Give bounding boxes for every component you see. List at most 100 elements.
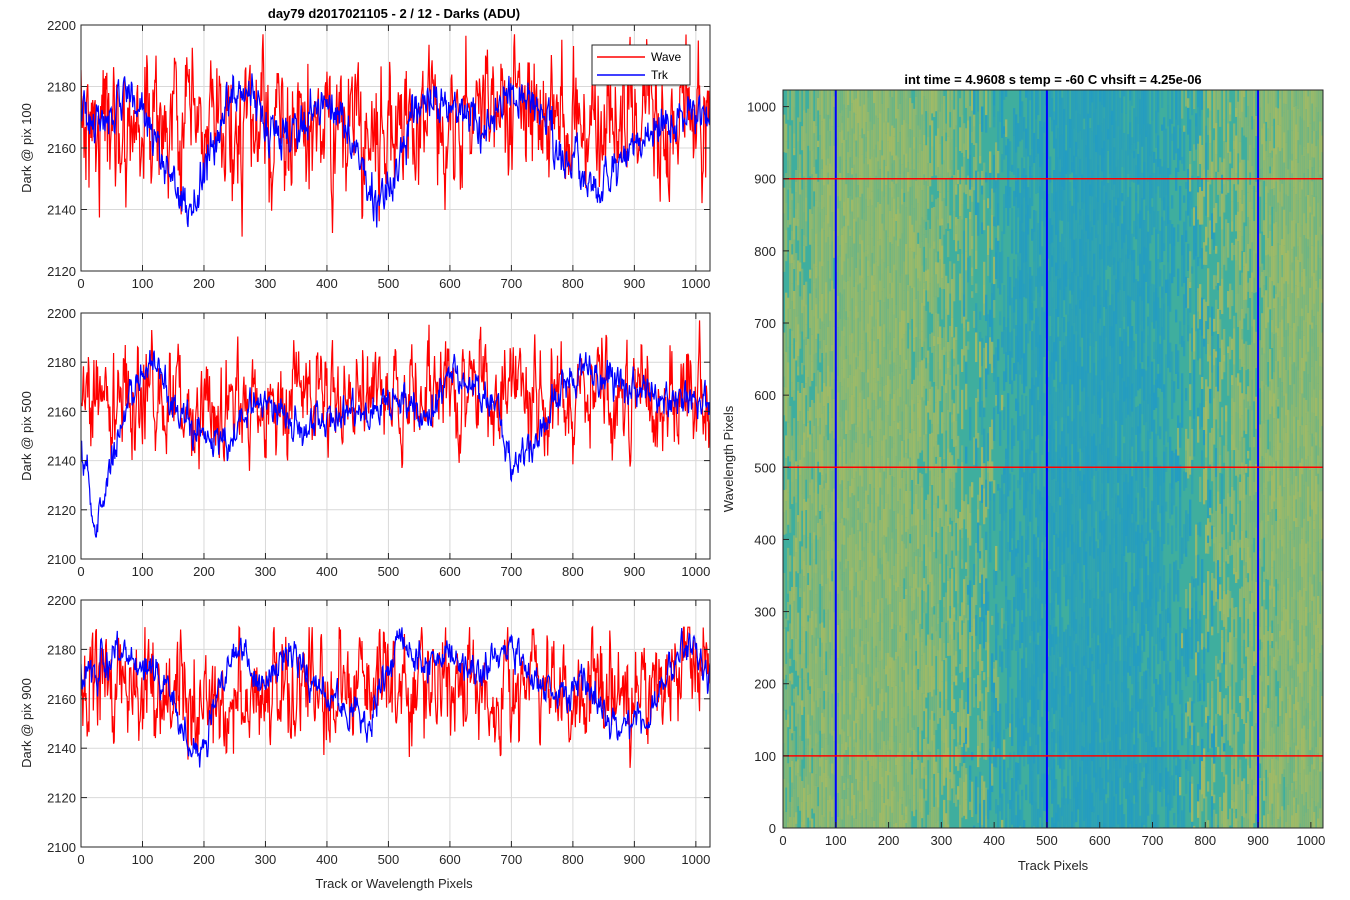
heatmap-cell — [1039, 214, 1042, 255]
heatmap-cell — [1103, 151, 1106, 158]
heatmap-cell — [917, 768, 920, 803]
heatmap-cell — [929, 778, 932, 812]
heatmap-cell — [1035, 683, 1038, 698]
heatmap-cell — [795, 586, 798, 610]
heatmap-cell — [1121, 600, 1124, 630]
heatmap-cell — [863, 509, 866, 548]
heatmap-cell — [891, 611, 894, 630]
heatmap-title: int time = 4.9608 s temp = -60 C vhsift … — [904, 72, 1201, 87]
heatmap-cell — [1083, 626, 1086, 640]
heatmap-cell — [1117, 358, 1120, 376]
heatmap-cell — [905, 470, 908, 485]
heatmap-cell — [1123, 603, 1126, 639]
x-tick-label: 800 — [562, 852, 584, 867]
heatmap-cell — [1105, 803, 1108, 823]
heatmap-cell — [843, 226, 846, 262]
heatmap-cell — [917, 348, 920, 362]
heatmap-cell — [881, 420, 884, 441]
heatmap-cell — [1015, 114, 1018, 125]
heatmap-cell — [783, 512, 786, 535]
heatmap-cell — [975, 615, 978, 636]
heatmap-cell — [1103, 157, 1106, 186]
heatmap-cell — [843, 481, 846, 518]
heatmap-cell — [899, 723, 902, 743]
heatmap-cell — [821, 90, 824, 122]
heatmap-cell — [979, 311, 982, 321]
heatmap-cell — [1129, 277, 1132, 297]
heatmap-cell — [979, 558, 982, 572]
heatmap-cell — [1057, 481, 1060, 501]
heatmap-cell — [831, 424, 834, 432]
heatmap-cell — [1135, 295, 1138, 334]
heatmap-cell — [899, 159, 902, 174]
heatmap-cell — [853, 637, 856, 648]
heatmap-cell — [1109, 326, 1112, 346]
heatmap-cell — [1079, 411, 1082, 438]
heatmap-cell — [921, 417, 924, 451]
heatmap-cell — [811, 124, 814, 151]
heatmap-cell — [859, 234, 862, 245]
heatmap-cell — [825, 700, 828, 739]
heatmap-cell — [873, 675, 876, 711]
heatmap-cell — [891, 97, 894, 126]
heatmap-cell — [915, 180, 918, 199]
heatmap-cell — [921, 190, 924, 218]
heatmap-cell — [1115, 205, 1118, 213]
heatmap-cell — [1137, 281, 1140, 295]
heatmap-cell — [825, 675, 828, 684]
heatmap-cell — [1061, 775, 1064, 783]
heatmap-cell — [831, 372, 834, 390]
heatmap-cell — [867, 360, 870, 370]
heatmap-cell — [795, 761, 798, 776]
heatmap-cell — [851, 589, 854, 629]
heatmap-cell — [1039, 589, 1042, 601]
heatmap-cell — [909, 596, 912, 621]
heatmap-cell — [855, 140, 858, 157]
heatmap-cell — [1125, 697, 1128, 734]
heatmap-cell — [1015, 556, 1018, 576]
heatmap-cell — [1075, 174, 1078, 187]
heatmap-cell — [947, 283, 950, 315]
heatmap-cell — [1003, 207, 1006, 235]
heatmap-cell — [879, 239, 882, 246]
heatmap-cell — [875, 645, 878, 657]
heatmap-cell — [851, 167, 854, 175]
heatmap-cell — [933, 446, 936, 476]
heatmap-cell — [877, 568, 880, 600]
heatmap-cell — [1083, 203, 1086, 216]
heatmap-cell — [831, 536, 834, 559]
heatmap-cell — [871, 503, 874, 521]
heatmap-cell — [817, 539, 820, 569]
heatmap-cell — [799, 573, 802, 589]
heatmap-cell — [1065, 359, 1068, 385]
heatmap-cell — [803, 140, 806, 177]
heatmap-cell — [1067, 687, 1070, 726]
heatmap-cell — [1031, 439, 1034, 451]
heatmap-cell — [839, 701, 842, 735]
heatmap-cell — [811, 653, 814, 679]
heatmap-cell — [931, 245, 934, 278]
heatmap-cell — [823, 436, 826, 451]
heatmap-cell — [905, 453, 908, 471]
heatmap-cell — [905, 566, 908, 590]
heatmap-cell — [1099, 484, 1102, 512]
heatmap-cell — [829, 659, 832, 697]
heatmap-cell — [825, 777, 828, 788]
heatmap-cell — [1103, 118, 1106, 141]
heatmap-cell — [1049, 156, 1052, 176]
heatmap-cell — [839, 619, 842, 632]
heatmap-cell — [1123, 329, 1126, 343]
heatmap-cell — [791, 344, 794, 383]
heatmap-cell — [1061, 552, 1064, 565]
heatmap-cell — [947, 642, 950, 656]
heatmap-cell — [859, 560, 862, 571]
heatmap-cell — [833, 612, 836, 650]
heatmap-cell — [819, 402, 822, 418]
heatmap-cell — [1057, 500, 1060, 538]
heatmap-cell — [1129, 636, 1132, 648]
heatmap-cell — [923, 135, 926, 145]
heatmap-cell — [933, 689, 936, 714]
heatmap-cell — [871, 409, 874, 422]
heatmap-cell — [815, 173, 818, 201]
heatmap-cell — [951, 317, 954, 337]
